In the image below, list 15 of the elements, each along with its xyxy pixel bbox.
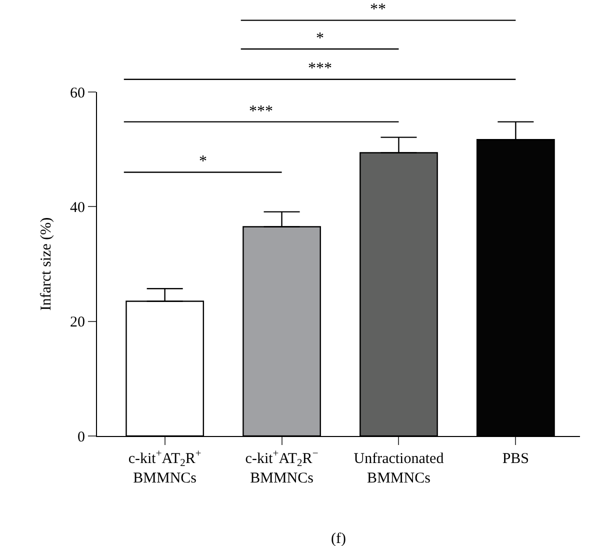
text: * [316, 30, 324, 47]
text: (f) [331, 531, 346, 546]
annotation: *** [249, 103, 273, 120]
x-tick-label: Unfractionated BMMNCs [354, 451, 444, 486]
text: ** [370, 1, 386, 18]
x-tick-label: c-kit$^{+}$AT$_{2}$R$^{−}$ BMMNCs [245, 448, 318, 486]
y-tick-label: 0 [78, 429, 85, 446]
x-tick-label: c-kit$^{+}$AT$_{2}$R$^{+}$ BMMNCs [128, 448, 202, 486]
text: *** [308, 60, 332, 77]
y-tick-label: 40 [70, 200, 85, 216]
y-axis-title: Infarct size (%) [38, 217, 54, 311]
annotation: * [199, 153, 207, 170]
y-tick-label: 20 [70, 314, 85, 331]
x-tick-label: PBS [502, 451, 530, 467]
y-tick-label: 60 [70, 85, 85, 102]
